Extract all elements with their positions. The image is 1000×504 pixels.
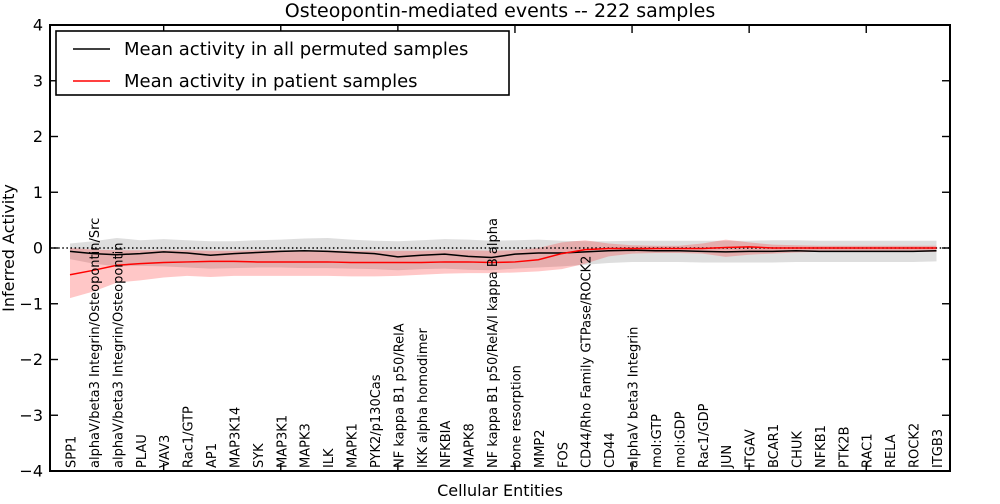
x-category-label: MAP3K14 [228, 407, 243, 468]
x-category-label: AP1 [205, 443, 220, 468]
x-category-label: alphaV/beta3 Integrin/Osteopontin/Src [88, 218, 103, 468]
y-tick-label: −3 [19, 406, 43, 425]
x-category-label: ITGB3 [931, 429, 946, 468]
y-tick-label: 2 [33, 127, 43, 146]
x-category-label: alphaV beta3 Integrin [627, 327, 642, 468]
x-category-label: mol:GTP [650, 414, 665, 468]
legend: Mean activity in all permuted samples Me… [55, 30, 510, 96]
y-tick-label: 3 [33, 71, 43, 90]
x-category-label: RELA [884, 434, 899, 468]
x-category-label: JUN [720, 445, 735, 469]
x-category-label: IKK alpha homodimer [416, 327, 431, 468]
x-category-label: CD44 [603, 432, 618, 468]
y-axis-label: Inferred Activity [0, 184, 18, 312]
y-tick-label: −4 [19, 462, 43, 481]
x-category-label: ITGAV [744, 429, 759, 468]
patient-mean-line [69, 246, 937, 276]
legend-box [55, 30, 510, 96]
x-category-label: mol:GDP [673, 411, 688, 468]
x-category-label: Rac1/GTP [182, 406, 197, 468]
x-category-label: NFKBIA [439, 421, 454, 468]
x-category-label: FOS [556, 442, 571, 468]
x-category-label: SYK [252, 443, 267, 468]
y-tick-label: 4 [33, 16, 43, 35]
x-category-label: CHUK [790, 431, 805, 468]
x-category-label: ROCK2 [908, 423, 923, 468]
x-category-label: Rac1/GDP [697, 403, 712, 468]
x-category-label: NF kappa B1 p50/RelA/I kappa B alpha [486, 218, 501, 468]
plot-frame [49, 24, 951, 472]
permuted-mean-line [69, 249, 937, 259]
y-tick-label: 0 [33, 239, 43, 258]
x-category-label: PLAU [135, 434, 150, 468]
x-category-label: MAP3K1 [275, 415, 290, 468]
x-category-label: RAC1 [861, 433, 876, 468]
x-category-label: PTK2B [837, 427, 852, 469]
x-category-label: bone resorption [509, 365, 524, 468]
x-category-labels: SPP1 alphaV/beta3 Integrin/Osteopontin/Sr… [65, 218, 947, 469]
legend-label-patient: Mean activity in patient samples [124, 71, 418, 92]
x-category-label: BCAR1 [767, 424, 782, 468]
confidence-bands [70, 237, 937, 299]
legend-label-permuted: Mean activity in all permuted samples [124, 39, 468, 60]
chart-title: Osteopontin-mediated events -- 222 sampl… [285, 0, 715, 22]
x-category-label: alphaV/beta3 Integrin/Osteopontin [111, 243, 126, 468]
x-axis-label: Cellular Entities [437, 481, 563, 500]
x-category-label: CD44/Rho Family GTPase/ROCK2 [580, 256, 595, 468]
y-tick-label: 1 [33, 183, 43, 202]
x-category-label: PYK2/p130Cas [369, 374, 384, 468]
patient-band [70, 239, 937, 299]
y-tick-label: −1 [19, 294, 43, 313]
x-category-label: MMP2 [533, 429, 548, 468]
x-category-label: NF kappa B1 p50/RelA [392, 323, 407, 468]
y-tick-label: −2 [19, 350, 43, 369]
x-category-label: MAPK3 [299, 423, 314, 468]
x-category-label: MAPK1 [346, 423, 361, 468]
x-category-label: SPP1 [65, 436, 80, 468]
y-tick-labels: −4 −3 −2 −1 0 1 2 3 4 [19, 16, 43, 481]
x-category-label: MAPK8 [463, 423, 478, 468]
x-category-label: ILK [322, 448, 337, 468]
series-lines [69, 246, 937, 276]
x-category-label: VAV3 [158, 435, 173, 468]
x-category-label: NFKB1 [814, 425, 829, 468]
